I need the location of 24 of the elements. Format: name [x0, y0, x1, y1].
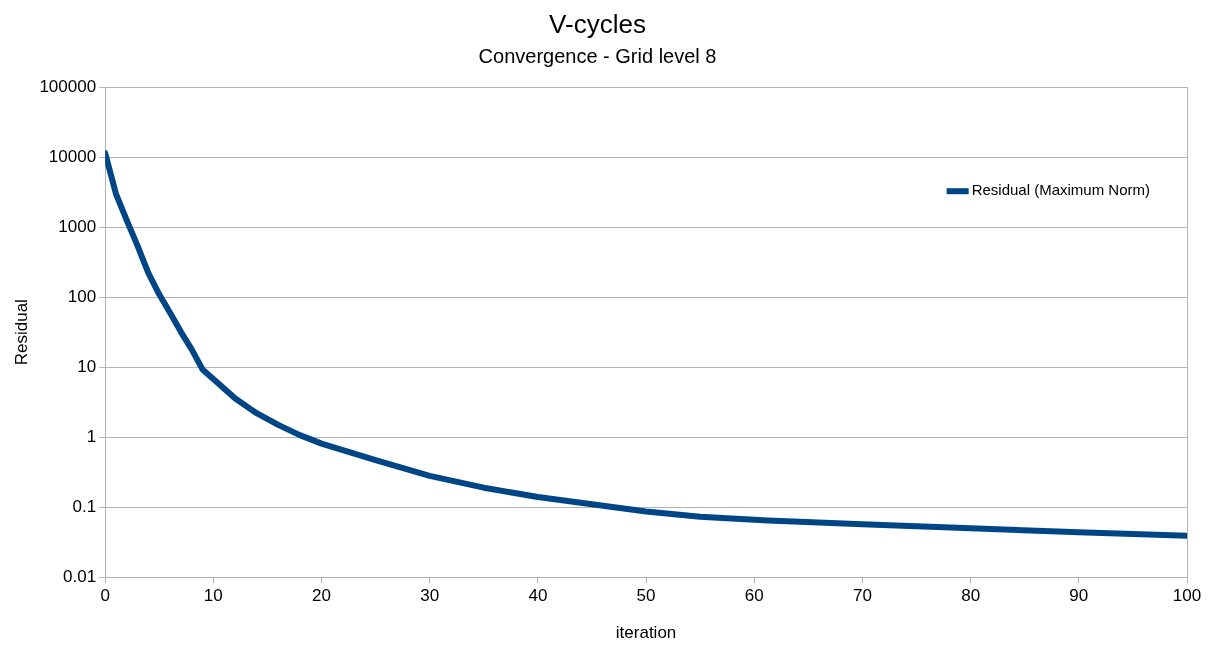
x-tick-label: 100	[1172, 586, 1202, 606]
x-tick-label: 20	[312, 586, 331, 606]
x-tick-label: 80	[961, 586, 981, 606]
x-axis-title: iteration	[615, 623, 677, 643]
y-tick-label: 0.1	[72, 496, 97, 516]
legend-label: Residual (Maximum Norm)	[971, 181, 1150, 199]
chart-title: V-cycles	[549, 8, 646, 39]
x-tick-label: 0	[100, 586, 110, 606]
x-tick-label: 50	[636, 586, 656, 606]
y-tick-label: 1000	[58, 216, 97, 236]
y-tick-label: 10	[77, 356, 97, 376]
y-tick-label: 100000	[39, 76, 97, 96]
x-tick-label: 90	[1069, 586, 1089, 606]
y-tick-label: 10000	[48, 146, 97, 166]
x-tick-label: 60	[744, 586, 764, 606]
y-axis-title: Residual	[11, 299, 31, 366]
y-tick-label: 1	[86, 426, 97, 446]
y-tick-label: 100	[67, 286, 97, 306]
x-tick-label: 30	[420, 586, 440, 606]
chart-subtitle: Convergence - Grid level 8	[478, 44, 717, 67]
x-tick-label: 40	[528, 586, 548, 606]
y-tick-label: 0.01	[63, 566, 97, 586]
x-tick-label: 10	[203, 586, 223, 606]
x-tick-label: 70	[852, 586, 872, 606]
